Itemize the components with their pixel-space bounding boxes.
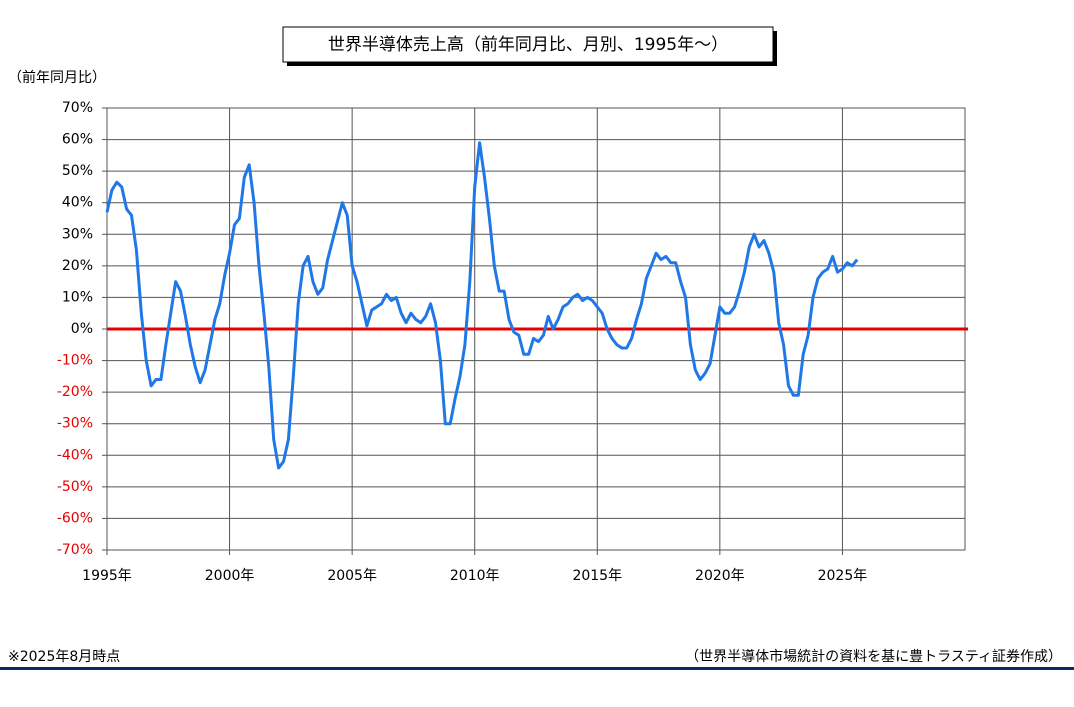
y-tick-label: -20% xyxy=(57,384,93,400)
x-tick-label: 2015年 xyxy=(572,568,622,584)
y-tick-label: -50% xyxy=(57,479,93,495)
y-tick-label: -30% xyxy=(57,416,93,432)
y-tick-label: 70% xyxy=(62,100,93,116)
bottom-rule xyxy=(0,667,1074,670)
y-axis-label: （前年同月比） xyxy=(8,69,106,86)
y-tick-label: 20% xyxy=(62,258,93,274)
y-tick-label: 50% xyxy=(62,163,93,179)
y-tick-label: 10% xyxy=(62,289,93,305)
footnote: ※2025年8月時点 xyxy=(8,649,120,665)
y-tick-label: -70% xyxy=(57,542,93,558)
y-tick-label: -60% xyxy=(57,510,93,526)
y-tick-label: 40% xyxy=(62,195,93,211)
x-tick-label: 1995年 xyxy=(82,568,132,584)
x-tick-label: 2000年 xyxy=(205,568,255,584)
y-tick-label: -10% xyxy=(57,353,93,369)
y-tick-label: 60% xyxy=(62,132,93,148)
x-tick-label: 2010年 xyxy=(450,568,500,584)
y-tick-label: 30% xyxy=(62,226,93,242)
x-tick-label: 2005年 xyxy=(327,568,377,584)
x-tick-label: 2025年 xyxy=(818,568,868,584)
y-tick-label: -40% xyxy=(57,447,93,463)
x-tick-label: 2020年 xyxy=(695,568,745,584)
data-line xyxy=(105,141,859,470)
chart-title: 世界半導体売上高（前年同月比、月別、1995年～） xyxy=(328,35,728,55)
y-tick-label: 0% xyxy=(71,321,93,337)
source-note: （世界半導体市場統計の資料を基に豊トラスティ証券作成） xyxy=(685,648,1062,665)
title-box xyxy=(282,26,774,63)
